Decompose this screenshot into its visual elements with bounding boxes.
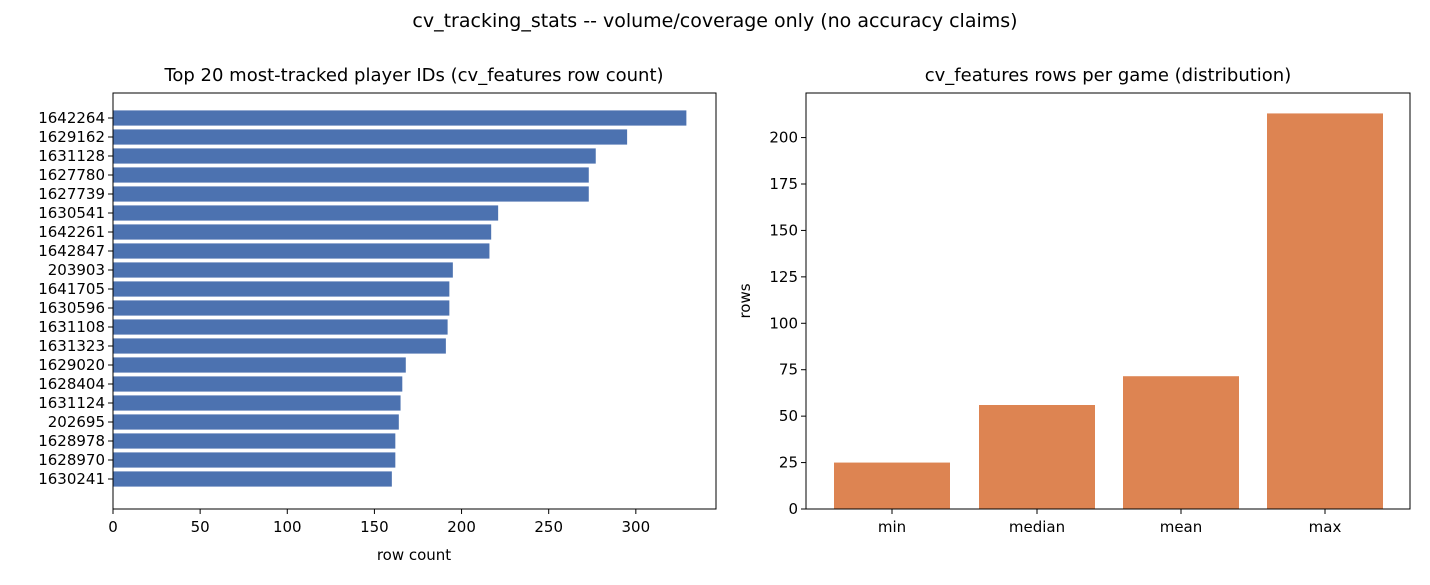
right-bar-mean: [1123, 376, 1239, 509]
right-y-tick-label: 175: [769, 175, 798, 193]
right-x-tick-label: min: [878, 518, 906, 536]
right-y-tick-label: 125: [769, 268, 798, 286]
left-bar-1630241: [113, 471, 392, 487]
left-y-tick-label: 1631124: [38, 394, 105, 412]
left-y-tick-label: 1642847: [38, 242, 105, 260]
left-y-tick-label: 1629020: [38, 356, 105, 374]
left-bar-1631124: [113, 395, 401, 411]
right-bar-max: [1267, 113, 1383, 509]
right-y-axis-label: rows: [736, 283, 754, 318]
left-bar-1642847: [113, 243, 490, 259]
left-bar-1641705: [113, 281, 450, 297]
left-x-tick-label: 200: [447, 518, 476, 536]
right-x-tick-label: max: [1309, 518, 1342, 536]
left-bar-1629162: [113, 129, 628, 145]
left-bar-1631128: [113, 148, 596, 164]
left-x-tick-label: 100: [273, 518, 302, 536]
left-y-tick-label: 202695: [48, 413, 105, 431]
left-y-tick-label: 1631128: [38, 147, 105, 165]
left-y-tick-label: 1627780: [38, 166, 105, 184]
left-x-tick-label: 50: [191, 518, 210, 536]
left-x-axis-label: row count: [377, 546, 451, 564]
left-chart: Top 20 most-tracked player IDs (cv_featu…: [38, 65, 717, 564]
left-plot-frame: [112, 92, 717, 510]
left-x-ticks: 0 50 100 150 200 250 300: [108, 509, 650, 536]
left-bar-1642261: [113, 224, 492, 240]
left-chart-title: Top 20 most-tracked player IDs (cv_featu…: [163, 65, 663, 86]
right-plot-frame: [805, 92, 1411, 510]
left-bar-1630596: [113, 300, 450, 316]
right-bar-min: [834, 462, 950, 509]
right-y-tick-label: 75: [779, 361, 798, 379]
left-y-tick-label: 1630241: [38, 470, 105, 488]
left-bar-1628404: [113, 376, 403, 392]
left-y-tick-label: 1631108: [38, 318, 105, 336]
right-y-tick-label: 50: [779, 407, 798, 425]
left-bar-1627780: [113, 167, 589, 183]
left-x-tick-label: 300: [622, 518, 651, 536]
left-bar-1628978: [113, 433, 396, 449]
left-x-tick-label: 150: [360, 518, 389, 536]
right-y-tick-label: 200: [769, 129, 798, 147]
left-bar-1628970: [113, 452, 396, 468]
right-bar-median: [979, 405, 1095, 509]
left-y-tick-label: 1630596: [38, 299, 105, 317]
left-y-tick-label: 1631323: [38, 337, 105, 355]
left-bar-1627739: [113, 186, 589, 202]
left-x-tick-label: 250: [534, 518, 563, 536]
right-chart-title: cv_features rows per game (distribution): [925, 65, 1292, 86]
left-y-tick-label: 1629162: [38, 128, 105, 146]
right-x-tick-label: median: [1009, 518, 1065, 536]
left-bar-202695: [113, 414, 399, 430]
left-y-ticks: 1642264162916216311281627780162773916305…: [38, 109, 113, 488]
right-y-tick-label: 150: [769, 221, 798, 239]
left-y-tick-label: 1628404: [38, 375, 105, 393]
left-bar-1630541: [113, 205, 499, 221]
left-x-tick-label: 0: [108, 518, 118, 536]
right-x-tick-label: mean: [1160, 518, 1203, 536]
left-bar-203903: [113, 262, 453, 278]
right-y-tick-label: 100: [769, 314, 798, 332]
figure-suptitle: cv_tracking_stats -- volume/coverage onl…: [412, 10, 1017, 32]
left-bar-1631323: [113, 338, 446, 354]
left-bar-1629020: [113, 357, 406, 373]
left-y-tick-label: 1628978: [38, 432, 105, 450]
left-bar-1642264: [113, 110, 687, 126]
left-y-tick-label: 1628970: [38, 451, 105, 469]
right-y-ticks: 0 25 50 75 100 125 150 175 200: [769, 129, 806, 518]
left-y-tick-label: 1630541: [38, 204, 105, 222]
right-bars: [834, 113, 1383, 509]
left-y-tick-label: 1642264: [38, 109, 105, 127]
left-y-tick-label: 1641705: [38, 280, 105, 298]
right-y-tick-label: 0: [788, 500, 798, 518]
right-y-tick-label: 25: [779, 454, 798, 472]
left-y-tick-label: 1627739: [38, 185, 105, 203]
left-y-tick-label: 203903: [48, 261, 105, 279]
right-chart: cv_features rows per game (distribution)…: [736, 65, 1411, 536]
right-x-ticks: min median mean max: [878, 509, 1342, 536]
left-bar-1631108: [113, 319, 448, 335]
left-bars: [113, 110, 687, 487]
left-y-tick-label: 1642261: [38, 223, 105, 241]
